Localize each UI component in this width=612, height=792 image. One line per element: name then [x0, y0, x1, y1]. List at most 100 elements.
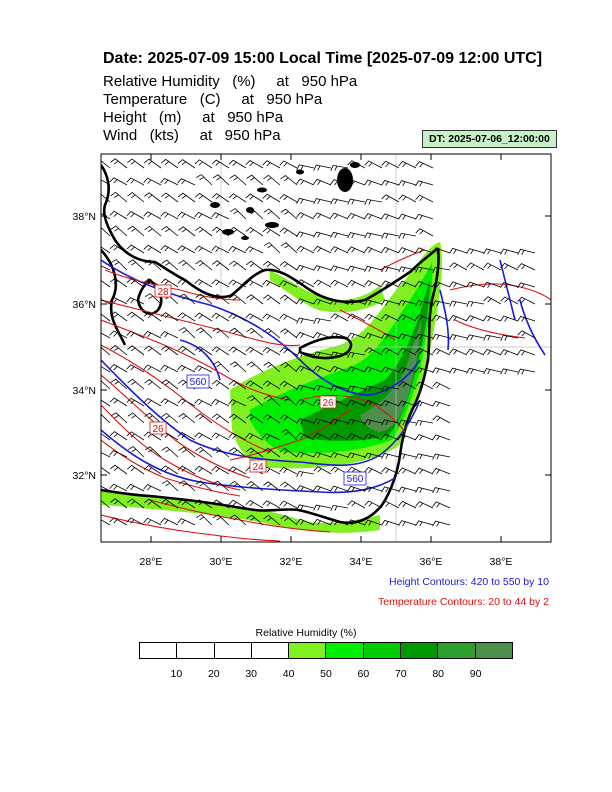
wind-barb [262, 313, 281, 322]
svg-text:24: 24 [252, 462, 264, 473]
wind-barb [160, 498, 179, 509]
colorbar-tick-label: 40 [282, 668, 295, 680]
wind-barb [127, 225, 145, 237]
field-list: Relative Humidity (%) at 950 hPa Tempera… [103, 73, 357, 145]
wind-barb [381, 299, 400, 306]
svg-text:28: 28 [157, 287, 169, 298]
wind-barb [194, 159, 213, 169]
svg-text:26: 26 [322, 398, 334, 409]
wind-barb [101, 265, 111, 271]
wind-barb [194, 192, 213, 203]
wind-barb [279, 447, 298, 458]
wind-barb [517, 368, 536, 375]
wind-barb [330, 432, 349, 441]
wind-barb [109, 397, 128, 407]
wind-barb [212, 514, 230, 526]
wind-barb [211, 398, 230, 407]
wind-barb [313, 231, 332, 238]
wind-barb [381, 232, 400, 239]
wind-barb [296, 518, 315, 526]
wind-barb [262, 227, 281, 237]
wind-barb [229, 208, 247, 220]
wind-barb [110, 259, 128, 271]
wind-barb [101, 413, 111, 424]
wind-barb [279, 261, 298, 271]
wind-barb [466, 262, 485, 271]
colorbar-cell [475, 643, 512, 658]
wind-barb [160, 312, 179, 322]
wind-barb [296, 197, 315, 204]
wind-barb [161, 446, 179, 458]
wind-barb [483, 315, 502, 322]
wind-barb [381, 179, 400, 186]
wind-barb [109, 177, 128, 186]
wind-barb [500, 296, 519, 305]
wind-barb [160, 364, 179, 373]
wind-barb [347, 179, 366, 186]
wind-barb [432, 381, 451, 390]
wind-barb [449, 314, 468, 322]
wind-barb [280, 361, 298, 373]
wind-barb [126, 464, 145, 475]
axis-labels: 28°E 30°E 32°E 34°E 36°E 38°E 38°N 36°N … [73, 211, 513, 568]
wind-barb [313, 245, 332, 254]
wind-barb [398, 419, 417, 426]
wind-barb [195, 327, 213, 339]
wind-barb [364, 519, 383, 526]
wind-barb [398, 180, 417, 187]
wind-barb [228, 413, 247, 424]
wind-barb [109, 296, 128, 305]
wind-barb [126, 278, 145, 288]
svg-text:560: 560 [190, 377, 207, 388]
wind-barb [161, 412, 179, 424]
colorbar-tick-label: 30 [245, 668, 258, 680]
wind-barb [228, 226, 247, 237]
wind-barb [432, 281, 451, 288]
wind-barb [246, 294, 264, 305]
wind-barb [347, 366, 366, 373]
wind-barb [194, 279, 213, 288]
contour-label: 28 [154, 284, 172, 298]
wind-barb [296, 384, 315, 391]
wind-barb [109, 277, 128, 288]
wind-barb [101, 433, 111, 441]
wind-barb [364, 347, 383, 356]
wind-barb [449, 262, 468, 271]
wind-barb [483, 334, 502, 341]
wind-barb [143, 311, 162, 322]
wind-barb [110, 412, 128, 424]
wind-barb [143, 278, 162, 288]
wind-barb [466, 315, 485, 322]
wind-barb [109, 483, 128, 492]
wind-barb [127, 192, 145, 203]
wind-barb [347, 212, 366, 220]
wind-barb [517, 349, 536, 356]
wind-barb [398, 347, 417, 356]
wind-barb [110, 158, 128, 169]
wind-barb [143, 398, 162, 407]
wind-barb [483, 262, 502, 271]
wind-barb [160, 517, 179, 526]
field-wind: Wind (kts) at 950 hPa [103, 127, 281, 144]
wind-barb [212, 480, 230, 492]
wind-barb [126, 517, 145, 526]
wind-barb [246, 395, 264, 407]
wind-barb [211, 212, 230, 220]
wind-barb [110, 311, 128, 322]
wind-barb [228, 380, 247, 390]
wind-barb [347, 160, 366, 169]
wind-barb [296, 264, 315, 271]
wind-barb [432, 367, 451, 374]
wind-barb [109, 330, 128, 339]
wind-barb [313, 212, 332, 220]
wind-barb [330, 332, 349, 339]
wind-barb [101, 246, 111, 254]
wind-barb [415, 419, 434, 427]
wind-barb [143, 465, 162, 475]
wind-barb [126, 177, 145, 186]
wind-barb [127, 259, 145, 271]
wind-barb [296, 351, 315, 358]
wind-barb [432, 333, 451, 340]
wind-barb [177, 178, 196, 186]
wind-barb [228, 313, 247, 322]
